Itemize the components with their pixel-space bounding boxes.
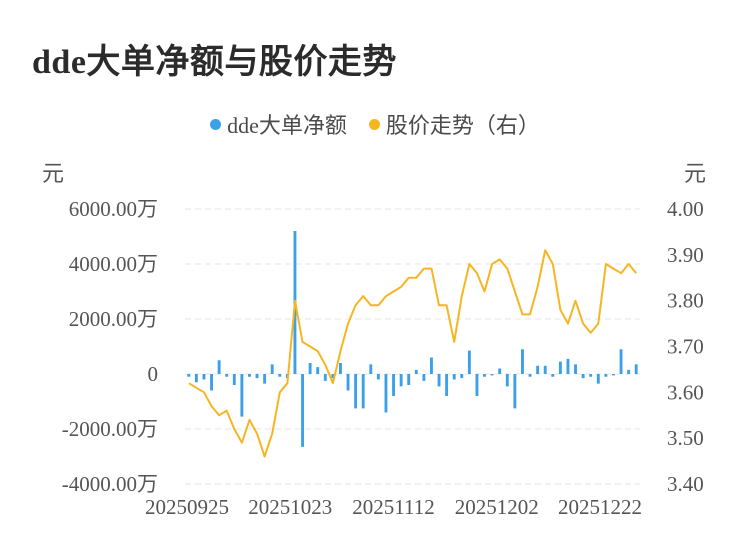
legend-label-price: 股价走势（右） — [385, 113, 540, 138]
dde-bar — [301, 374, 304, 447]
dde-bar — [278, 374, 282, 377]
right-tick-label: 3.80 — [667, 289, 704, 313]
dde-bar — [581, 374, 585, 379]
dde-bar — [232, 374, 236, 385]
dde-bar — [475, 374, 479, 396]
dde-bar — [376, 374, 380, 380]
dde-bar — [187, 374, 191, 377]
dde-bar — [263, 374, 267, 384]
dde-bar — [323, 374, 327, 381]
left-axis-unit: 元 — [42, 161, 65, 186]
dde-bar — [248, 374, 251, 377]
left-tick-label: -2000.00万 — [62, 417, 158, 441]
dde-bar — [437, 374, 441, 387]
left-tick-label: -4000.00万 — [62, 472, 158, 496]
dde-bar — [361, 374, 365, 409]
dde-bar — [498, 368, 502, 374]
dde-bar — [558, 361, 562, 374]
chart-legend: dde大单净额 股价走势（右） — [0, 108, 750, 140]
left-tick-label: 2000.00万 — [69, 307, 158, 331]
dde-bar — [467, 350, 471, 374]
dde-bar — [604, 374, 608, 377]
right-tick-label: 3.70 — [667, 335, 704, 359]
dde-bar — [566, 358, 570, 374]
right-tick-label: 3.40 — [667, 472, 704, 496]
dde-bar — [240, 374, 244, 417]
dde-bar — [308, 363, 312, 374]
dde-bar — [202, 374, 206, 380]
dde-bar — [505, 374, 509, 387]
dde-bar — [217, 360, 221, 374]
legend-dot-dde — [210, 118, 222, 130]
legend-item-price[interactable]: 股价走势（右） — [368, 108, 540, 140]
price-line — [188, 249, 637, 458]
x-tick-label: 20251023 — [248, 495, 332, 519]
dde-bar — [551, 374, 555, 377]
dde-bar — [612, 374, 615, 376]
dde-bar — [354, 374, 358, 409]
dde-bar — [331, 374, 335, 379]
dde-bar — [543, 365, 547, 374]
dde-bar — [225, 374, 229, 377]
dde-bar — [392, 374, 395, 396]
right-tick-label: 3.60 — [667, 380, 704, 404]
x-tick-label: 20250925 — [145, 495, 229, 519]
dde-bar — [255, 374, 259, 379]
chart-title: dde大单净额与股价走势 — [32, 44, 397, 81]
dde-bar — [589, 374, 593, 377]
dde-bar — [521, 349, 524, 374]
dde-bar — [536, 365, 540, 374]
dde-bar — [194, 374, 198, 383]
legend-item-dde[interactable]: dde大单净额 — [210, 108, 347, 140]
dde-bar — [270, 364, 274, 374]
dde-bar — [619, 349, 623, 374]
legend-label-dde: dde大单净额 — [227, 113, 347, 138]
dde-bar — [445, 374, 449, 396]
dde-bar — [422, 374, 426, 381]
dde-bar — [490, 374, 494, 376]
right-tick-label: 3.90 — [667, 243, 704, 267]
dde-bar — [596, 374, 600, 384]
dde-bar — [339, 363, 342, 374]
dde-bar — [346, 374, 350, 391]
x-tick-label: 20251202 — [455, 495, 539, 519]
dde-bar — [528, 374, 532, 377]
dde-bar — [384, 374, 388, 413]
dde-bar — [452, 374, 456, 380]
dde-bar — [513, 374, 517, 409]
dde-bar — [210, 374, 213, 391]
right-axis-unit: 元 — [684, 161, 707, 186]
left-tick-label: 0 — [148, 362, 159, 386]
dde-bar — [574, 364, 577, 374]
dde-bar — [634, 364, 638, 374]
right-tick-label: 3.50 — [667, 426, 704, 450]
dde-bar — [369, 364, 373, 374]
dde-bar — [460, 374, 464, 379]
legend-dot-price — [368, 118, 380, 130]
left-tick-label: 6000.00万 — [69, 197, 158, 221]
dde-bar — [430, 357, 433, 374]
dde-bar — [399, 374, 403, 387]
dde-bar — [483, 374, 486, 377]
right-tick-label: 4.00 — [667, 197, 704, 221]
dde-bar — [627, 369, 631, 374]
dde-bar — [407, 374, 411, 385]
left-tick-label: 4000.00万 — [69, 252, 158, 276]
x-tick-label: 20251112 — [352, 495, 434, 519]
dde-bar — [414, 369, 418, 374]
x-tick-label: 20251222 — [558, 495, 642, 519]
dde-bar — [316, 367, 320, 374]
